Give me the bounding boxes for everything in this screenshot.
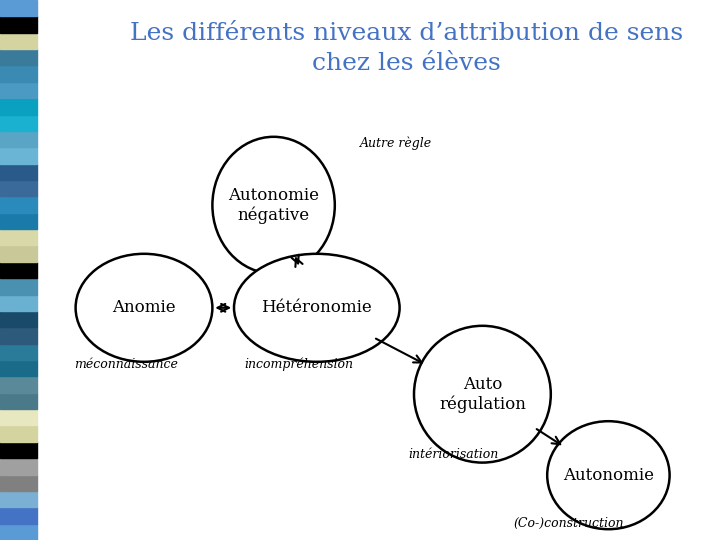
- Text: Hétéronomie: Hétéronomie: [261, 299, 372, 316]
- Ellipse shape: [212, 137, 335, 274]
- Bar: [0, 164, 37, 180]
- Bar: [0, 147, 37, 164]
- Text: Autonomie: Autonomie: [563, 467, 654, 484]
- Ellipse shape: [547, 421, 670, 529]
- Bar: [0, 507, 37, 524]
- Bar: [0, 0, 37, 16]
- Bar: [0, 442, 37, 458]
- Bar: [0, 98, 37, 114]
- Bar: [0, 458, 37, 475]
- Bar: [0, 491, 37, 507]
- Bar: [0, 262, 37, 278]
- Bar: [0, 16, 37, 33]
- Bar: [0, 49, 37, 65]
- Text: (Co-)construction: (Co-)construction: [513, 517, 624, 530]
- Bar: [0, 376, 37, 393]
- Text: Auto
régulation: Auto régulation: [439, 376, 526, 413]
- Bar: [0, 360, 37, 376]
- Text: Autonomie
négative: Autonomie négative: [228, 187, 319, 224]
- Bar: [0, 343, 37, 360]
- Bar: [0, 82, 37, 98]
- Ellipse shape: [234, 254, 400, 362]
- Bar: [0, 475, 37, 491]
- Bar: [0, 524, 37, 540]
- Bar: [0, 409, 37, 426]
- Bar: [0, 327, 37, 343]
- Bar: [0, 180, 37, 197]
- Bar: [0, 426, 37, 442]
- Text: méconnaissance: méconnaissance: [74, 358, 178, 371]
- Text: Les différents niveaux d’attribution de sens
chez les élèves: Les différents niveaux d’attribution de …: [130, 22, 683, 75]
- Bar: [0, 278, 37, 294]
- Text: Autre règle: Autre règle: [360, 137, 432, 150]
- Ellipse shape: [76, 254, 212, 362]
- Text: incompréhension: incompréhension: [244, 357, 354, 372]
- Bar: [0, 393, 37, 409]
- Bar: [0, 65, 37, 82]
- Bar: [0, 213, 37, 229]
- Bar: [0, 229, 37, 246]
- Bar: [0, 294, 37, 311]
- Text: Anomie: Anomie: [112, 299, 176, 316]
- Bar: [0, 131, 37, 147]
- Bar: [0, 311, 37, 327]
- Text: intériorisation: intériorisation: [408, 448, 499, 461]
- Bar: [0, 114, 37, 131]
- Ellipse shape: [414, 326, 551, 463]
- Bar: [0, 33, 37, 49]
- Bar: [0, 246, 37, 262]
- Bar: [0, 197, 37, 213]
